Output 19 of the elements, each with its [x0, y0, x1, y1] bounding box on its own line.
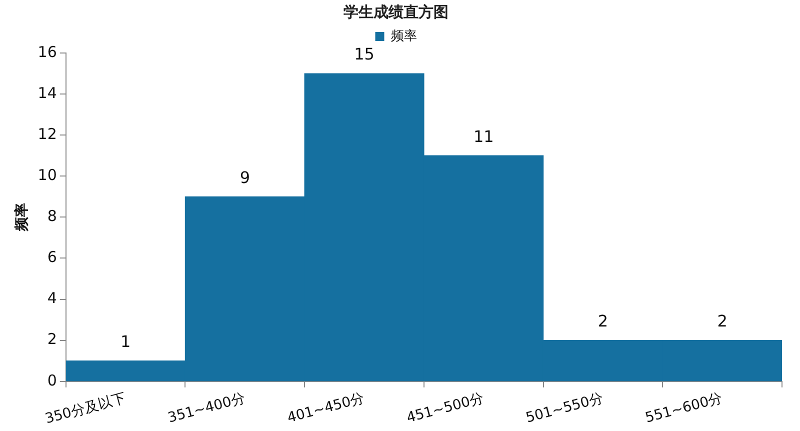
y-tick-label: 0 [47, 371, 57, 390]
data-label: 11 [473, 126, 494, 146]
y-tick-label: 8 [47, 207, 57, 226]
y-tick-label: 6 [47, 248, 57, 266]
y-tick-label: 14 [38, 84, 57, 102]
data-label: 15 [354, 44, 374, 64]
y-tick-label: 4 [47, 289, 57, 308]
chart-title: 学生成绩直方图 [344, 2, 448, 21]
y-axis-title: 频率 [13, 203, 30, 232]
data-label: 2 [598, 311, 608, 330]
data-label: 2 [717, 311, 728, 330]
y-tick-label: 16 [38, 42, 57, 61]
data-label: 1 [120, 332, 131, 351]
y-tick-label: 12 [38, 124, 57, 143]
y-tick-label: 10 [38, 166, 57, 184]
legend-label: 频率 [390, 28, 417, 44]
x-tick-label: 350分及以下 [43, 390, 128, 428]
y-tick-label: 2 [47, 330, 57, 348]
data-label: 9 [240, 168, 250, 187]
